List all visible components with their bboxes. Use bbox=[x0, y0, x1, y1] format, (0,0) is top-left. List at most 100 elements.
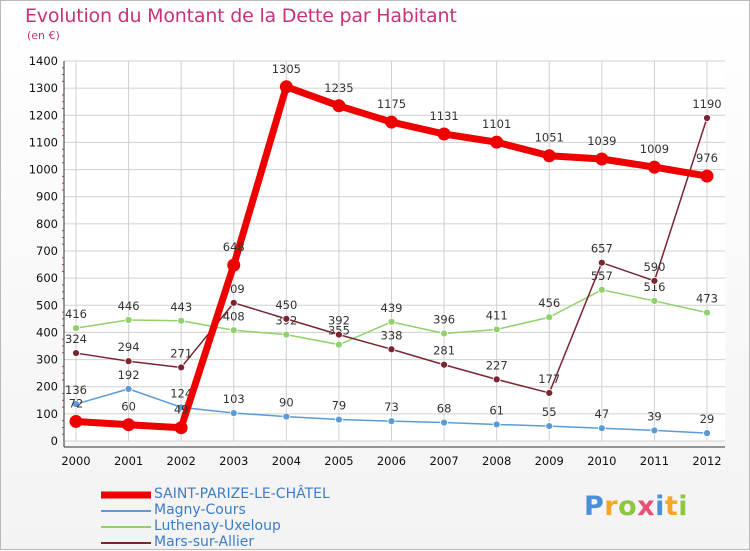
data-label: 1101 bbox=[482, 117, 511, 131]
data-label: 47 bbox=[595, 407, 610, 421]
data-point bbox=[124, 316, 133, 324]
proxiti-logo: Proxiti bbox=[584, 491, 688, 522]
data-label: 396 bbox=[433, 313, 455, 327]
data-point bbox=[122, 418, 136, 432]
x-tick-label: 2002 bbox=[167, 454, 196, 468]
data-label: 1235 bbox=[324, 81, 353, 95]
data-label: 392 bbox=[328, 314, 350, 328]
y-tick-label: 1100 bbox=[29, 135, 58, 149]
data-label: 103 bbox=[223, 392, 245, 406]
data-label: 177 bbox=[538, 372, 560, 386]
data-label: 456 bbox=[538, 296, 560, 310]
data-label: 68 bbox=[437, 402, 452, 416]
data-label: 61 bbox=[489, 403, 504, 417]
data-point bbox=[124, 357, 133, 366]
data-point bbox=[597, 424, 606, 433]
data-point bbox=[282, 330, 291, 339]
data-point bbox=[177, 316, 186, 325]
data-label: 473 bbox=[696, 292, 718, 306]
y-tick-label: 500 bbox=[36, 298, 58, 312]
data-point bbox=[595, 152, 609, 166]
data-label: 1175 bbox=[377, 97, 406, 111]
line-chart-plot: 0 100 200 300 400 500 600 700 800 900 1000 1100 1200… bbox=[29, 54, 725, 468]
data-label: 227 bbox=[486, 358, 508, 372]
y-tick-label: 200 bbox=[36, 380, 58, 394]
data-point bbox=[229, 326, 238, 335]
y-tick-label: 700 bbox=[36, 244, 58, 258]
data-label: 294 bbox=[118, 340, 140, 354]
logo-letter: t bbox=[664, 491, 679, 522]
legend-label: Luthenay-Uxeloup bbox=[154, 518, 281, 534]
x-tick-label: 2011 bbox=[640, 454, 669, 468]
y-tick-label: 400 bbox=[36, 325, 58, 339]
data-label: 192 bbox=[118, 368, 140, 382]
data-point bbox=[703, 429, 711, 438]
y-tick-label: 800 bbox=[36, 217, 58, 231]
data-label: 408 bbox=[223, 309, 245, 323]
data-label: 516 bbox=[643, 280, 665, 294]
data-label: 1305 bbox=[272, 62, 301, 76]
data-label: 271 bbox=[170, 346, 192, 360]
x-tick-label: 2009 bbox=[535, 454, 564, 468]
data-point bbox=[385, 115, 398, 129]
y-tick-label: 600 bbox=[36, 271, 58, 285]
data-point bbox=[335, 330, 343, 339]
data-label: 411 bbox=[486, 308, 508, 322]
data-point bbox=[597, 285, 606, 294]
data-label: 55 bbox=[542, 405, 557, 419]
legend-label: Magny-Cours bbox=[154, 502, 246, 518]
logo-letter: o bbox=[618, 491, 638, 522]
data-label: 443 bbox=[170, 300, 192, 314]
data-label: 73 bbox=[384, 400, 399, 414]
data-label: 60 bbox=[121, 400, 136, 414]
logo-letter: r bbox=[604, 491, 619, 522]
data-point bbox=[545, 313, 554, 322]
data-point bbox=[492, 420, 501, 429]
data-label: 590 bbox=[643, 260, 665, 274]
data-label: 355 bbox=[328, 324, 350, 338]
x-tick-label: 2000 bbox=[61, 454, 90, 468]
data-label: 450 bbox=[275, 298, 297, 312]
data-point bbox=[174, 421, 188, 435]
data-point bbox=[335, 340, 343, 349]
data-point bbox=[647, 160, 661, 174]
data-label: 1051 bbox=[535, 131, 564, 145]
x-tick-label: 2012 bbox=[692, 454, 721, 468]
data-label: 1039 bbox=[587, 134, 616, 148]
x-tick-label: 2003 bbox=[219, 454, 248, 468]
data-point bbox=[650, 426, 659, 435]
logo-letter: P bbox=[584, 491, 605, 522]
legend-swatch bbox=[101, 542, 151, 544]
y-tick-label: 900 bbox=[36, 190, 58, 204]
data-point bbox=[279, 80, 293, 94]
data-label: 324 bbox=[65, 332, 87, 346]
y-tick-label: 1300 bbox=[29, 81, 58, 95]
data-point bbox=[227, 258, 241, 272]
data-point bbox=[597, 258, 606, 267]
data-label: 446 bbox=[118, 299, 140, 313]
data-label: 1131 bbox=[429, 109, 458, 123]
data-label: 416 bbox=[65, 307, 87, 321]
legend-label: Mars-sur-Allier bbox=[154, 534, 255, 550]
data-point bbox=[437, 127, 451, 141]
data-point bbox=[282, 412, 291, 421]
x-tick-label: 2010 bbox=[587, 454, 616, 468]
data-label: 557 bbox=[591, 269, 613, 283]
y-tick-label: 1000 bbox=[29, 163, 58, 177]
data-point bbox=[177, 363, 186, 372]
data-point bbox=[440, 329, 448, 338]
data-point bbox=[229, 409, 238, 417]
legend-swatch bbox=[101, 526, 151, 528]
logo-letter: i bbox=[655, 491, 665, 522]
x-tick-label: 2005 bbox=[324, 454, 353, 468]
data-label: 338 bbox=[381, 328, 403, 342]
x-tick-label: 2006 bbox=[377, 454, 406, 468]
data-point bbox=[124, 384, 133, 393]
data-label: 39 bbox=[647, 409, 662, 423]
y-tick-label: 0 bbox=[51, 434, 58, 448]
data-point bbox=[387, 417, 396, 426]
data-label: 657 bbox=[591, 242, 613, 256]
data-point bbox=[282, 314, 291, 323]
